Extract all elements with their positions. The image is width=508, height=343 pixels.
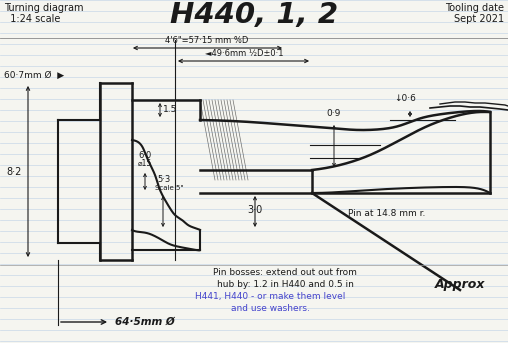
Text: Sept 2021: Sept 2021 bbox=[454, 14, 504, 24]
Text: 4'6"=57·15 mm %D: 4'6"=57·15 mm %D bbox=[165, 36, 249, 45]
Text: ⌀15: ⌀15 bbox=[138, 158, 152, 167]
Text: 6·0: 6·0 bbox=[138, 151, 151, 159]
Text: H440, 1, 2: H440, 1, 2 bbox=[170, 1, 338, 29]
Text: Tooling date: Tooling date bbox=[445, 3, 504, 13]
Text: Scale 5": Scale 5" bbox=[155, 185, 183, 191]
Text: Approx: Approx bbox=[435, 278, 486, 291]
Text: 8·2: 8·2 bbox=[6, 167, 21, 177]
Text: 0·9: 0·9 bbox=[327, 109, 341, 118]
Text: 64·5mm Ø: 64·5mm Ø bbox=[115, 317, 175, 327]
Text: 5·3: 5·3 bbox=[157, 176, 170, 185]
Text: 1.5: 1.5 bbox=[163, 106, 177, 115]
Text: H441, H440 - or make them level: H441, H440 - or make them level bbox=[195, 292, 345, 301]
Text: ◄49·6mm ½D±0·1: ◄49·6mm ½D±0·1 bbox=[205, 49, 283, 58]
Text: 3·0: 3·0 bbox=[247, 205, 263, 215]
Text: ↓0·6: ↓0·6 bbox=[394, 94, 416, 103]
Text: 60·7mm Ø  ▶: 60·7mm Ø ▶ bbox=[4, 71, 64, 80]
Text: Pin at 14.8 mm r.: Pin at 14.8 mm r. bbox=[348, 209, 425, 217]
Text: hub by: 1.2 in H440 and 0.5 in: hub by: 1.2 in H440 and 0.5 in bbox=[216, 280, 354, 289]
Text: Pin bosses: extend out out from: Pin bosses: extend out out from bbox=[213, 268, 357, 277]
Text: Turning diagram: Turning diagram bbox=[4, 3, 83, 13]
Text: and use washers.: and use washers. bbox=[231, 304, 309, 313]
Text: 1:24 scale: 1:24 scale bbox=[4, 14, 60, 24]
